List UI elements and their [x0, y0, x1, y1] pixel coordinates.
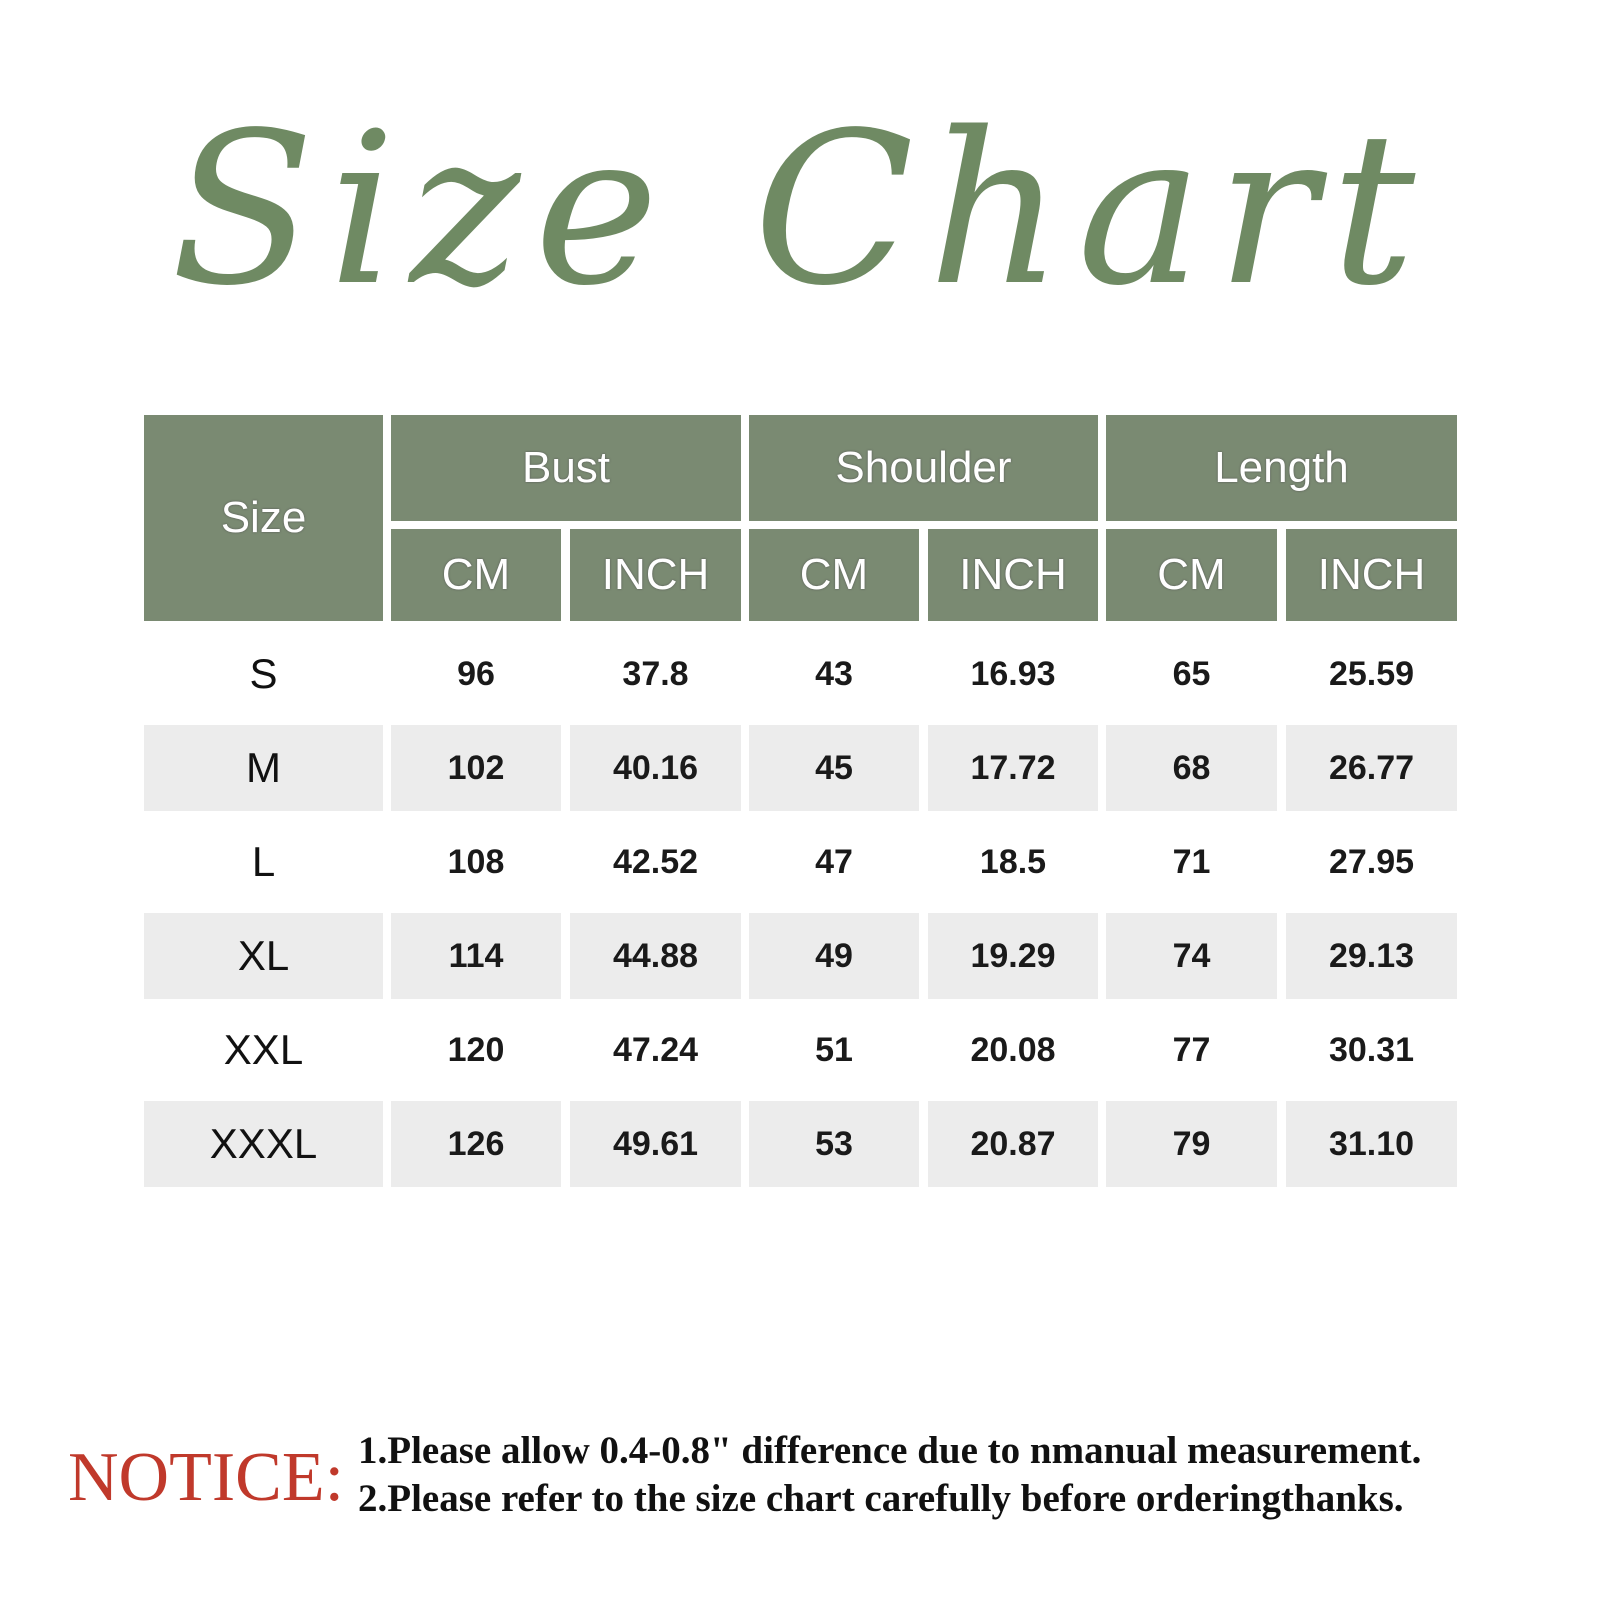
measurement-cell: 77	[1172, 1030, 1211, 1069]
measurement-cell: 42.52	[612, 842, 699, 881]
measurement-cell: 16.93	[970, 654, 1056, 693]
row-shade	[1106, 913, 1277, 999]
measurement-cell: 51	[815, 1030, 853, 1069]
row-shade	[1106, 1101, 1277, 1187]
row-shade	[391, 725, 561, 811]
notice-line-1: 1.Please allow 0.4-0.8" difference due t…	[358, 1429, 1422, 1472]
row-shade	[749, 1101, 919, 1187]
measurement-cell: 20.87	[970, 1124, 1056, 1163]
row-shade	[749, 913, 919, 999]
measurement-cell: 96	[457, 654, 495, 693]
row-shade	[928, 725, 1098, 811]
row-shade	[749, 725, 919, 811]
header-size: Size	[144, 415, 383, 621]
measurement-cell: 71	[1172, 842, 1211, 881]
measurement-cell: 31.10	[1328, 1124, 1415, 1163]
header-group-bust: Bust	[391, 415, 741, 521]
row-shade	[928, 1101, 1098, 1187]
measurement-cell: 37.8	[622, 654, 689, 693]
page-title: Size Chart	[170, 87, 1430, 332]
row-shade	[144, 725, 383, 811]
table-row: S 96 37.8 43 16.93 65 25.59	[0, 631, 1600, 717]
row-shade	[570, 725, 741, 811]
size-label: XXXL	[209, 1120, 318, 1167]
measurement-cell: 18.5	[979, 842, 1047, 881]
row-shade	[1286, 913, 1457, 999]
measurement-cell: 30.31	[1328, 1030, 1415, 1069]
table-row: M 102 40.16 45 17.72 68 26.77	[0, 725, 1600, 811]
measurement-cell: 65	[1172, 654, 1211, 693]
notice-line-2: 2.Please refer to the size chart careful…	[358, 1477, 1404, 1520]
measurement-cell: 79	[1172, 1124, 1211, 1163]
measurement-cell: 20.08	[970, 1030, 1056, 1069]
measurement-cell: 68	[1172, 748, 1211, 787]
header-unit: INCH	[928, 529, 1098, 621]
row-shade	[928, 913, 1098, 999]
measurement-cell: 26.77	[1328, 748, 1415, 787]
row-shade	[1286, 1101, 1457, 1187]
row-shade	[144, 913, 383, 999]
table-row: XXXL 126 49.61 53 20.87 79 31.10	[0, 1101, 1600, 1187]
measurement-cell: 108	[447, 842, 505, 881]
measurement-cell: 120	[447, 1030, 505, 1069]
table-row: XXL 120 47.24 51 20.08 77 30.31	[0, 1007, 1600, 1093]
measurement-cell: 74	[1172, 936, 1211, 975]
size-label: S	[249, 650, 278, 697]
row-shade	[570, 913, 741, 999]
measurement-cell: 25.59	[1328, 654, 1415, 693]
header-unit: CM	[749, 529, 919, 621]
row-shade	[144, 1101, 383, 1187]
measurement-cell: 44.88	[612, 936, 699, 975]
header-group-shoulder: Shoulder	[749, 415, 1098, 521]
size-label: M	[246, 744, 281, 791]
header-unit: INCH	[570, 529, 741, 621]
measurement-cell: 49.61	[612, 1124, 699, 1163]
header-group-length: Length	[1106, 415, 1457, 521]
table-row: L 108 42.52 47 18.5 71 27.95	[0, 819, 1600, 905]
header-unit: CM	[1106, 529, 1277, 621]
header-unit: CM	[391, 529, 561, 621]
size-label: XXL	[223, 1026, 304, 1073]
row-shade	[1286, 725, 1457, 811]
size-label: XL	[237, 932, 290, 979]
row-shade	[391, 1101, 561, 1187]
measurement-cell: 114	[448, 936, 504, 975]
measurement-cell: 47.24	[612, 1030, 699, 1069]
measurement-cell: 17.72	[970, 748, 1056, 787]
measurement-cell: 29.13	[1328, 936, 1415, 975]
measurement-cell: 47	[815, 842, 853, 881]
measurement-cell: 45	[815, 748, 853, 787]
measurement-cell: 40.16	[612, 748, 699, 787]
measurement-cell: 27.95	[1328, 842, 1415, 881]
measurement-cell: 126	[447, 1124, 505, 1163]
measurement-cell: 43	[815, 654, 853, 693]
row-shade	[1106, 725, 1277, 811]
row-shade	[391, 913, 561, 999]
size-label: L	[251, 838, 276, 885]
measurement-cell: 49	[815, 936, 853, 975]
measurement-cell: 53	[815, 1124, 853, 1163]
row-shade	[570, 1101, 741, 1187]
header-unit: INCH	[1286, 529, 1457, 621]
measurement-cell: 19.29	[970, 936, 1056, 975]
measurement-cell: 102	[447, 748, 505, 787]
notice-label: NOTICE:	[68, 1439, 345, 1516]
table-row: XL 114 44.88 49 19.29 74 29.13	[0, 913, 1600, 999]
